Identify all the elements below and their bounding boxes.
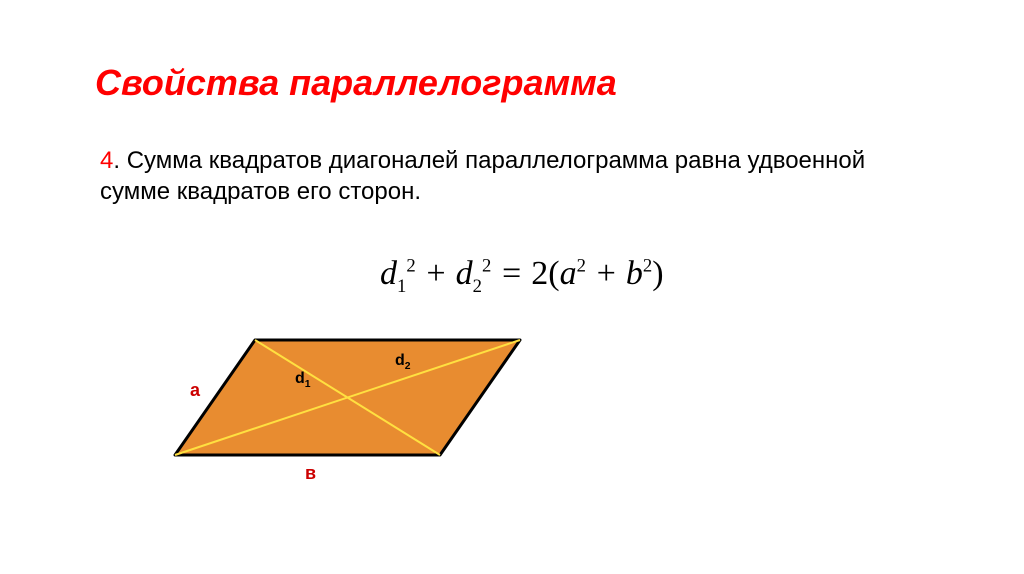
diagonal-label-d1: d1 bbox=[295, 370, 311, 390]
property-body: . Сумма квадратов диагоналей параллелогр… bbox=[100, 147, 865, 205]
side-label-b: в bbox=[305, 463, 316, 484]
side-label-a: а bbox=[190, 380, 200, 401]
parallelogram-diagram: а в d1 d2 bbox=[160, 330, 560, 530]
property-number: 4 bbox=[100, 147, 113, 174]
parallelogram-svg bbox=[160, 330, 560, 530]
diagonal-label-d2: d2 bbox=[395, 352, 411, 372]
slide-title: Свойства параллелограмма bbox=[95, 62, 617, 104]
formula: d12 + d22 = 2(a2 + b2) bbox=[380, 255, 664, 298]
property-text: 4. Сумма квадратов диагоналей параллелог… bbox=[100, 145, 920, 207]
